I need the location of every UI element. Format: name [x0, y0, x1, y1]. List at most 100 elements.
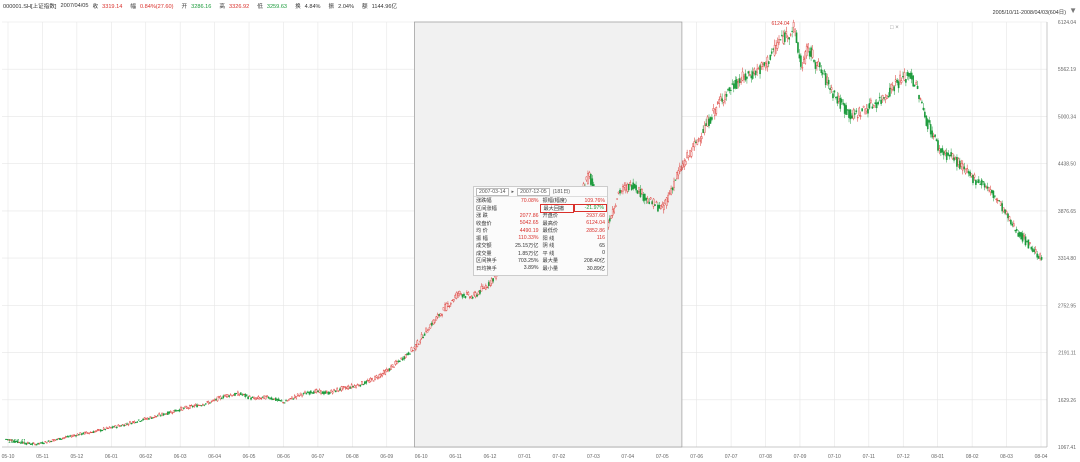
candle-body: [886, 95, 888, 99]
candle-body: [129, 421, 131, 423]
candle-body: [183, 407, 185, 409]
candle-body: [948, 155, 951, 157]
candle-body: [756, 68, 758, 73]
candle-body: [950, 152, 952, 157]
candle-body: [24, 443, 26, 445]
candle-body: [51, 439, 54, 442]
candle-body: [1015, 228, 1018, 231]
candle-body: [152, 417, 155, 419]
candle-body: [639, 188, 642, 198]
candle-body: [330, 389, 333, 393]
candle-body: [111, 426, 114, 428]
candle-body: [46, 442, 48, 444]
candle-body: [98, 429, 101, 432]
candle-body: [339, 388, 341, 391]
candle-body: [479, 290, 481, 294]
candle-body: [174, 409, 176, 412]
candle-body: [110, 427, 112, 429]
candle-body: [307, 391, 309, 393]
y-tick-label: 2191.11: [1058, 351, 1076, 357]
candle-body: [404, 354, 407, 358]
candle-body: [730, 89, 732, 91]
close-icon[interactable]: ×: [895, 25, 899, 31]
candle-body: [69, 435, 71, 437]
interval-start-date[interactable]: 2007-03-14: [476, 187, 509, 196]
candle-body: [908, 73, 910, 77]
min-price-label: 1067.41: [8, 439, 26, 445]
stats-value: 110.33%: [518, 235, 539, 242]
candle-body: [269, 398, 271, 400]
candle-body: [324, 391, 327, 394]
candle-body: [353, 385, 356, 388]
candle-body: [366, 380, 369, 382]
stats-label: 开盘价: [542, 213, 559, 220]
candle-body: [232, 394, 235, 396]
date-range-label[interactable]: 2005/10/11-2008/04/03(604日): [992, 10, 1066, 16]
candle-body: [336, 388, 338, 392]
candle-body: [280, 400, 283, 402]
candle-body: [349, 387, 352, 389]
candle-body: [1005, 211, 1008, 215]
candle-body: [485, 285, 487, 290]
stats-row: 收盘价 5042.65 最高价 6124.04: [474, 220, 607, 228]
candle-body: [181, 407, 184, 411]
candle-body: [234, 393, 236, 396]
candle-body: [398, 360, 401, 363]
candle-body: [250, 397, 252, 400]
stats-value: -21.97%: [573, 204, 607, 213]
candle-body: [657, 204, 659, 212]
open-field: 开 3286.16: [181, 4, 212, 10]
candle-body: [808, 51, 811, 57]
candle-body: [63, 437, 66, 439]
y-tick-label: 4438.50: [1058, 162, 1076, 168]
candle-body: [718, 99, 721, 104]
candle-body: [97, 429, 99, 431]
candle-body: [240, 392, 242, 395]
stats-row: 振 幅 110.33% 阳 线 116: [474, 235, 607, 243]
candle-body: [995, 198, 998, 201]
candle-body: [101, 430, 104, 432]
interval-end-date[interactable]: 2007-12-05: [517, 187, 550, 196]
arrow-right-icon[interactable]: ▸: [511, 188, 515, 195]
maximize-icon[interactable]: □: [890, 25, 894, 31]
candle-body: [434, 319, 436, 323]
candle-body: [40, 442, 42, 444]
candle-body: [286, 400, 289, 402]
candle-body: [407, 352, 410, 355]
turnover-field: 换 4.84%: [295, 4, 321, 10]
candle-body: [317, 390, 319, 393]
candle-body: [749, 74, 751, 77]
candle-body: [680, 169, 683, 171]
candle-body: [871, 106, 874, 109]
candle-body: [651, 201, 653, 205]
candle-body: [296, 393, 299, 396]
candle-body: [816, 62, 818, 66]
candle-body: [175, 410, 178, 412]
candle-body: [358, 385, 360, 387]
chevron-down-icon[interactable]: ▼: [1069, 6, 1077, 15]
candle-body: [852, 109, 855, 119]
candle-body: [369, 378, 372, 382]
candle-body: [894, 79, 897, 82]
candle-body: [37, 442, 39, 445]
candle-body: [868, 103, 871, 109]
stats-value: 0: [602, 250, 605, 257]
candle-body: [116, 426, 118, 428]
candle-body: [334, 390, 337, 393]
security-code[interactable]: 000001.SH[上证指数]: [3, 4, 57, 10]
selection-controls[interactable]: □ ×: [890, 25, 899, 31]
candle-body: [382, 370, 385, 374]
candle-body: [206, 401, 209, 403]
candle-body: [114, 425, 117, 428]
candle-body: [972, 175, 974, 184]
candle-body: [684, 160, 687, 165]
stats-label: 涨 跌: [476, 213, 488, 220]
candle-body: [476, 294, 478, 297]
candle-body: [118, 425, 121, 427]
candle-body: [910, 72, 913, 80]
candle-body: [117, 424, 120, 427]
candle-body: [209, 402, 211, 404]
candle-body: [649, 197, 652, 200]
candle-body: [263, 395, 265, 399]
candle-body: [15, 440, 18, 443]
